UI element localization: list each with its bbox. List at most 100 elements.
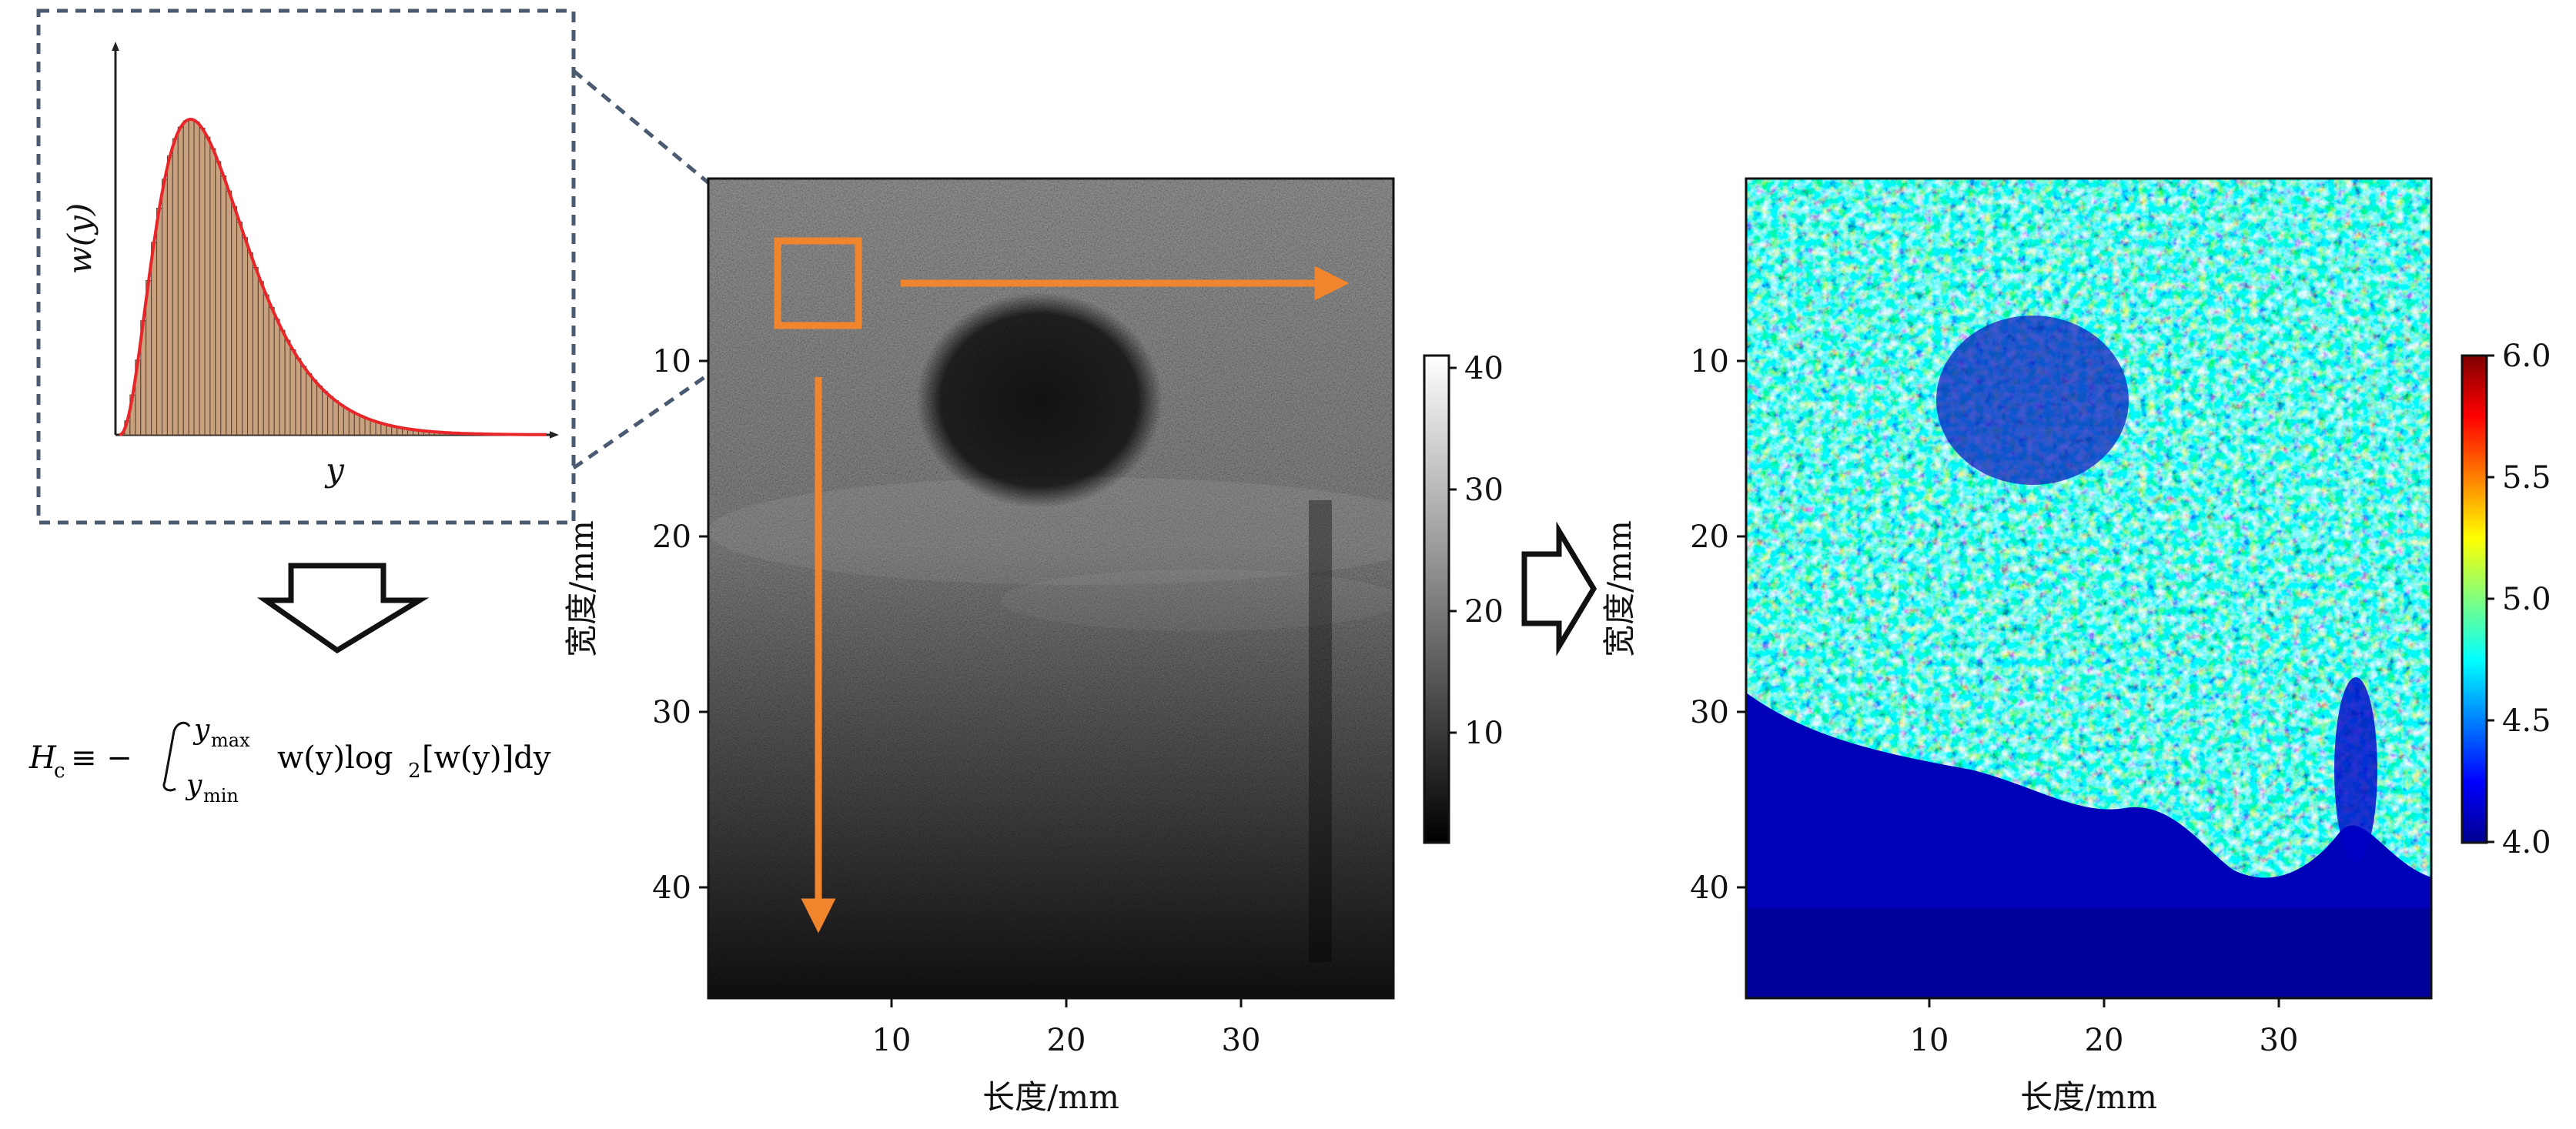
integral-sign — [162, 721, 191, 792]
bmode-x-tick: 20 — [1047, 1023, 1086, 1058]
entropy-cbar-tick: 6.0 — [2502, 339, 2551, 374]
entropy-y-tick: 30 — [1690, 695, 1729, 730]
entropy-colorbar — [2461, 354, 2488, 844]
formula-integrand-pre: w(y)log — [277, 740, 393, 776]
histogram-bar — [156, 208, 163, 436]
formula-lhs: H — [28, 740, 57, 776]
entropy-x-ticks: 10 20 30 — [1910, 998, 2299, 1058]
bmode-cbar-tick: 30 — [1464, 473, 1504, 508]
entropy-cbar-tick: 4.0 — [2502, 825, 2551, 860]
entropy-cbar-tick: 5.0 — [2502, 582, 2551, 617]
histogram-bar — [279, 329, 286, 436]
distribution-curve — [119, 117, 547, 436]
entropy-cbar-tick: 5.5 — [2502, 460, 2551, 496]
formula-upper: y — [192, 714, 210, 746]
bmode-y-ticks: 10 20 30 40 — [652, 344, 708, 906]
bmode-panel: 10 20 30 40 10 20 30 长度/mm 宽度/mm 40 30 2… — [563, 177, 1504, 1116]
histogram-bar — [193, 122, 200, 436]
histogram-bar — [257, 281, 264, 436]
bmode-y-tick: 40 — [652, 870, 691, 906]
formula-lower-sub: min — [203, 785, 239, 807]
bmode-cbar-tick: 40 — [1464, 351, 1504, 386]
bmode-colorbar — [1423, 354, 1450, 844]
right-arrow-icon — [1521, 521, 1597, 656]
histogram-bar — [204, 136, 211, 436]
histogram-bar — [220, 175, 227, 436]
histogram-bar — [364, 418, 371, 436]
histogram-bar — [177, 126, 184, 436]
entropy-x-tick: 10 — [1910, 1023, 1949, 1058]
bmode-x-label: 长度/mm — [982, 1078, 1119, 1116]
histogram-bars — [119, 119, 489, 436]
entropy-cbar-tick: 4.5 — [2502, 703, 2551, 739]
histogram-bar — [263, 294, 269, 436]
inset-y-label: w(y) — [61, 203, 99, 274]
formula-upper-sub: max — [211, 730, 250, 751]
formula-lower: y — [185, 770, 202, 801]
entropy-map-image — [1746, 179, 2431, 998]
entropy-x-tick: 30 — [2260, 1023, 2299, 1058]
histogram-bar — [209, 148, 216, 436]
bmode-frame — [707, 177, 1395, 1000]
histogram-bar — [306, 372, 313, 436]
entropy-y-label: 宽度/mm — [1601, 520, 1638, 657]
bmode-y-tick: 20 — [652, 519, 691, 555]
histogram-bar — [268, 306, 275, 436]
histogram-bar — [316, 386, 323, 436]
histogram-bar — [322, 391, 329, 436]
roi-box — [774, 237, 862, 329]
histogram-bar — [311, 379, 318, 436]
entropy-formula: H c ≡ − y max y min w(y)log 2 [w(y)]dy — [28, 714, 551, 807]
bmode-x-tick: 30 — [1222, 1023, 1261, 1058]
bmode-y-label: 宽度/mm — [563, 520, 601, 657]
entropy-panel: 10 20 30 40 10 20 30 长度/mm 宽度/mm 6.0 5.5… — [1601, 177, 2551, 1116]
formula-lhs-sub: c — [54, 760, 65, 783]
zoom-connector-top — [572, 69, 775, 239]
entropy-colorbar-ticks: 6.0 5.5 5.0 4.5 4.0 — [2487, 339, 2551, 860]
histogram-bar — [289, 349, 296, 436]
histogram-bar — [353, 413, 360, 436]
bmode-image — [708, 179, 1393, 998]
histogram-bar — [247, 252, 253, 436]
histogram-bar — [182, 120, 189, 436]
formula-integrand-post: [w(y)]dy — [422, 740, 551, 776]
histogram-bar — [231, 205, 238, 436]
inset-frame — [36, 8, 576, 525]
histogram-bar — [166, 155, 173, 436]
histogram-bar — [359, 416, 366, 436]
histogram-bar — [188, 119, 195, 436]
histogram-bar — [295, 358, 302, 436]
bmode-x-ticks: 10 20 30 — [872, 998, 1261, 1058]
histogram-bar — [151, 242, 158, 436]
entropy-y-tick: 40 — [1690, 870, 1729, 906]
distribution-inset: w(y) y — [36, 8, 576, 525]
inset-x-label: y — [324, 451, 345, 489]
histogram-bar — [337, 404, 344, 436]
entropy-y-ticks: 10 20 30 40 — [1690, 344, 1746, 906]
entropy-y-tick: 20 — [1690, 519, 1729, 555]
entropy-x-tick: 20 — [2085, 1023, 2124, 1058]
histogram-bar — [172, 138, 179, 436]
bmode-y-tick: 30 — [652, 695, 691, 730]
histogram-bar — [215, 161, 222, 436]
histogram-bar — [199, 128, 206, 436]
bmode-x-tick: 10 — [872, 1023, 912, 1058]
histogram-bar — [300, 366, 307, 436]
histogram-bar — [162, 179, 168, 436]
formula-log-base: 2 — [408, 760, 421, 783]
entropy-frame — [1745, 177, 2433, 1000]
histogram-bar — [226, 190, 233, 436]
histogram-bar — [273, 319, 280, 436]
bmode-cbar-tick: 10 — [1464, 716, 1504, 751]
histogram-bar — [327, 396, 334, 436]
histogram-bar — [284, 339, 291, 436]
down-arrow-icon — [256, 563, 430, 654]
entropy-y-tick: 10 — [1690, 344, 1729, 379]
histogram-bar — [242, 237, 249, 436]
histogram-bar — [348, 410, 355, 436]
bmode-cbar-tick: 20 — [1464, 594, 1504, 630]
bmode-colorbar-ticks: 40 30 20 10 — [1449, 351, 1504, 751]
histogram-bar — [252, 266, 259, 436]
zoom-connector-bottom — [572, 327, 775, 470]
